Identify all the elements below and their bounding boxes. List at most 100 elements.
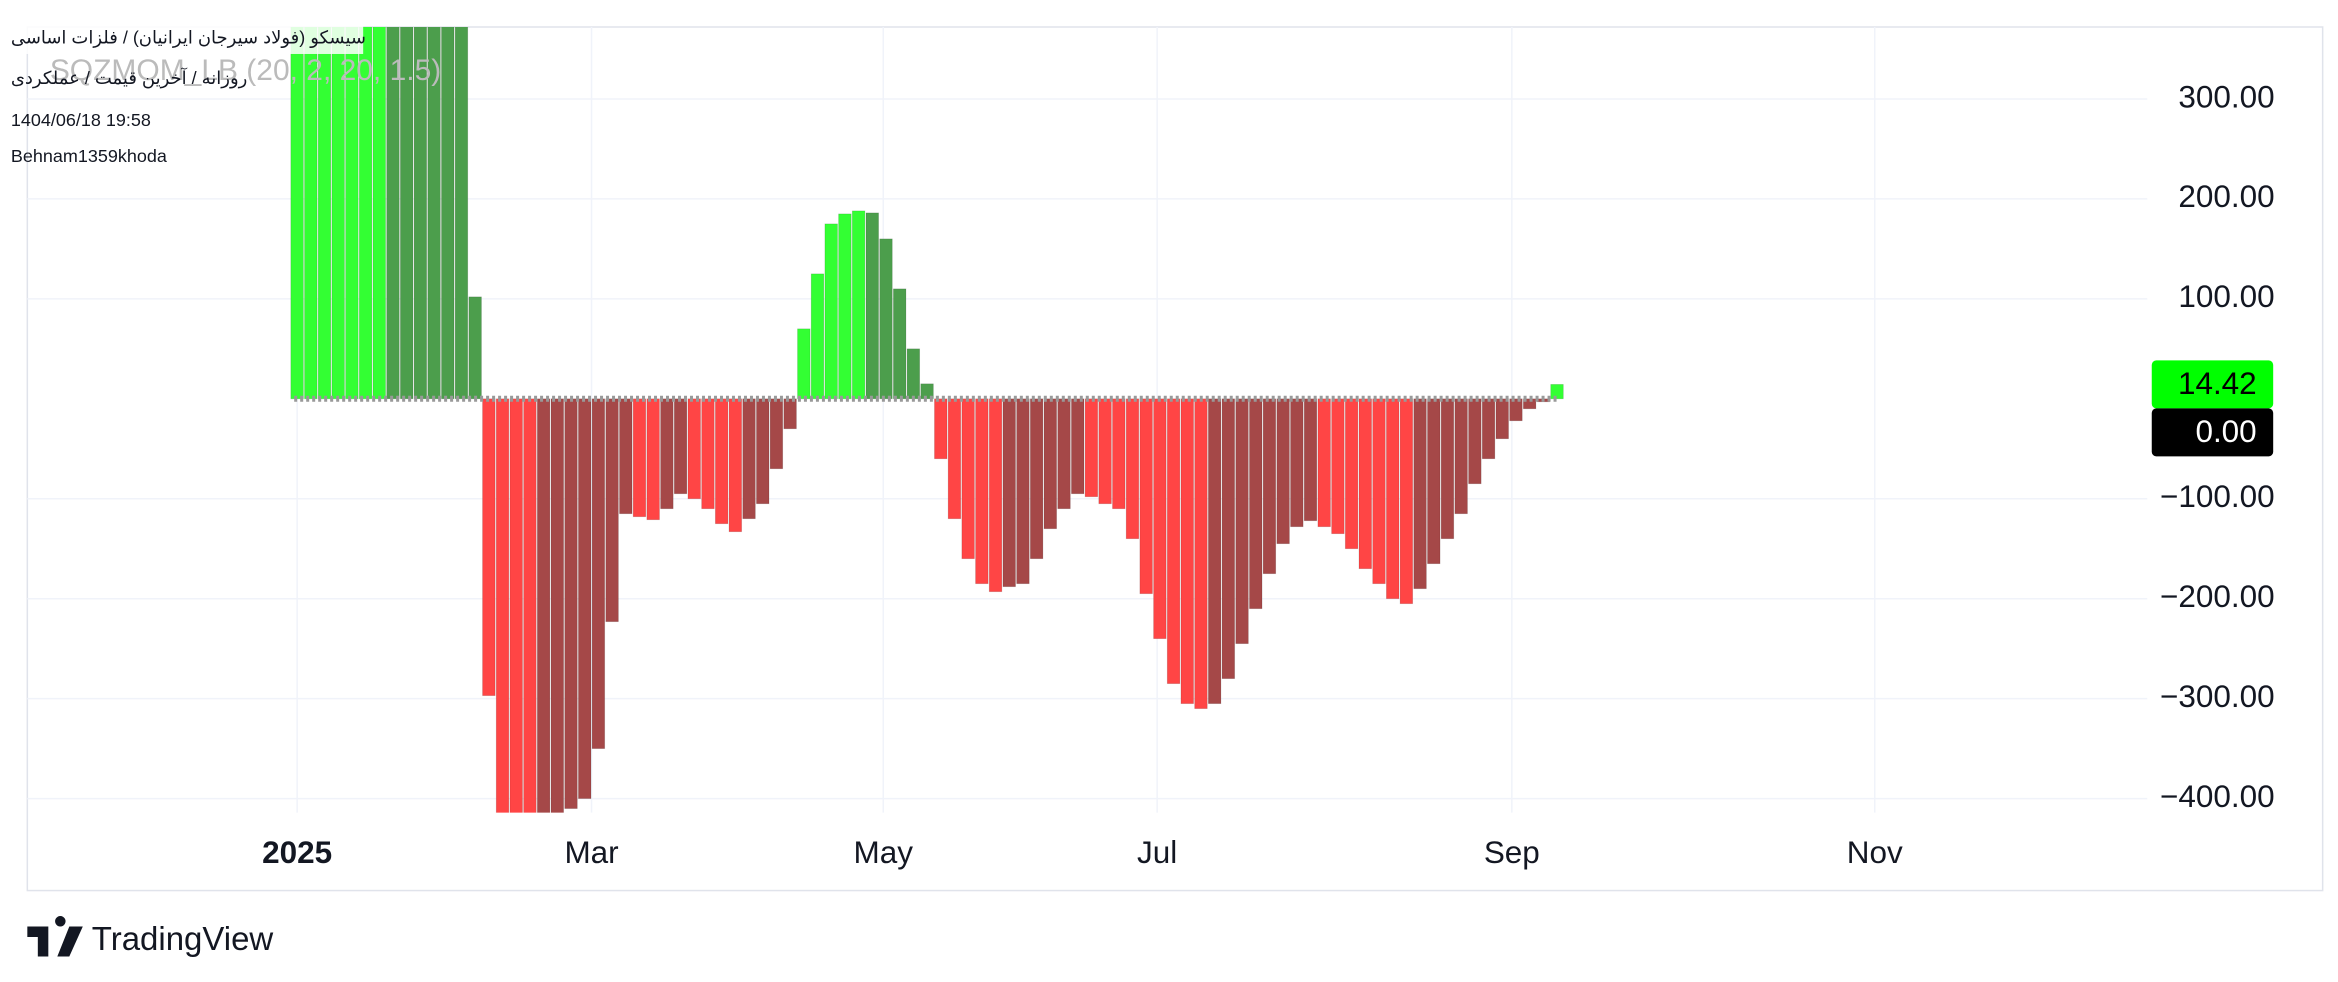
bar [660, 398, 674, 510]
header-bg [6, 20, 364, 54]
bar [632, 398, 647, 518]
bar [1249, 398, 1263, 610]
bar [920, 383, 934, 400]
bar [1098, 398, 1112, 505]
indicator-legend: SQZMOM_LB (20, 2, 20, 1.5) [50, 54, 441, 87]
bar [893, 288, 907, 400]
bar [550, 398, 564, 813]
bar [1509, 398, 1523, 422]
price-label: 0.00 [2195, 414, 2256, 449]
bar [1495, 398, 1509, 440]
y-tick-label: −200.00 [2160, 579, 2275, 614]
bar [509, 398, 523, 813]
y-tick-label: 300.00 [2178, 79, 2274, 114]
bar [1112, 398, 1126, 510]
bar [1372, 398, 1386, 585]
bar [454, 26, 469, 400]
bar [564, 398, 578, 809]
x-tick-label: Nov [1847, 835, 1903, 870]
bar [1303, 398, 1318, 522]
bar [1386, 398, 1400, 600]
histogram [290, 26, 1564, 813]
bar [1344, 398, 1359, 550]
bar [578, 398, 592, 799]
x-tick-label: 2025 [262, 835, 332, 870]
bar [1139, 398, 1153, 595]
bar [1276, 398, 1290, 545]
bar [810, 273, 825, 400]
bar [756, 398, 770, 505]
bar [1262, 398, 1277, 575]
bar [838, 213, 852, 400]
bar [1153, 398, 1167, 640]
bar [1317, 398, 1331, 528]
bar [1071, 398, 1085, 495]
bar [1399, 398, 1414, 605]
bar [1468, 398, 1482, 485]
bar [1166, 398, 1181, 685]
bar [1194, 398, 1208, 710]
bar [1084, 398, 1099, 498]
brand: TradingView [92, 920, 274, 957]
bar [673, 398, 688, 495]
bar [646, 398, 660, 521]
author: Behnam1359khoda [11, 146, 167, 166]
bar [783, 398, 797, 430]
bar [399, 26, 414, 400]
bar [1454, 398, 1468, 515]
bar [1427, 398, 1441, 565]
bar [1413, 398, 1427, 590]
bar [1016, 398, 1030, 585]
bar [1440, 398, 1455, 540]
x-tick-label: Jul [1137, 835, 1177, 870]
bar [1331, 398, 1345, 535]
bar [1207, 398, 1222, 705]
bar [687, 398, 701, 500]
bar [1290, 398, 1304, 528]
y-tick-label: −300.00 [2160, 679, 2275, 714]
bar [714, 398, 729, 525]
price-label: 14.42 [2178, 366, 2257, 401]
bar [358, 26, 373, 400]
bar [605, 398, 619, 623]
bar [1029, 398, 1044, 560]
bar [523, 398, 537, 813]
bar [824, 223, 838, 400]
y-tick-label: 100.00 [2178, 279, 2274, 314]
bar [495, 398, 510, 813]
y-tick-label: −100.00 [2160, 479, 2275, 514]
symbol: سیسکو (فولاد سیرجان ایرانیان) / فلزات اس… [11, 28, 366, 49]
price-label-box [2151, 360, 2274, 409]
bar [742, 398, 756, 520]
bar [961, 398, 975, 560]
y-tick-label: −400.00 [2160, 779, 2275, 814]
chart-frame [26, 26, 2324, 892]
bar [1358, 398, 1372, 570]
bar [304, 26, 318, 400]
bar [769, 398, 784, 470]
bar [934, 398, 948, 460]
bar [1481, 398, 1496, 460]
axes: −400.00 −300.00 −200.00 −100.00 100.00 200.00… [262, 79, 2275, 870]
bar [879, 238, 893, 400]
bar [851, 210, 866, 400]
price-label-box [2151, 408, 2274, 457]
bar [619, 398, 633, 515]
bar [1125, 398, 1140, 540]
settings: روزانه / آخرین قیمت / عملکردی [11, 66, 248, 89]
bar [482, 398, 496, 697]
bar [591, 398, 606, 749]
y-tick-label: 200.00 [2178, 179, 2274, 214]
bar [797, 328, 811, 400]
bar [1221, 398, 1236, 680]
bar [975, 398, 989, 585]
x-tick-label: May [854, 835, 914, 870]
bar [441, 26, 455, 400]
logo [27, 916, 83, 957]
x-tick-label: Sep [1484, 835, 1540, 870]
bar [1550, 384, 1564, 400]
x-tick-label: Mar [564, 835, 618, 870]
bar [1057, 398, 1071, 510]
bar [865, 212, 879, 400]
